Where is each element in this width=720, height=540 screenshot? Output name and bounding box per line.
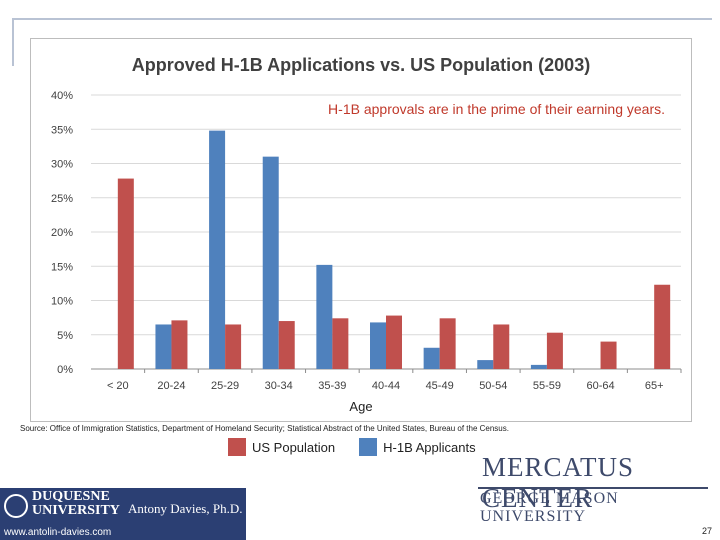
y-tick-label: 30%: [51, 159, 73, 171]
x-tick-label: 20-24: [157, 380, 185, 392]
bar-us-population: [654, 284, 671, 369]
legend-label-us-population: US Population: [252, 439, 336, 455]
legend-label-h1b-applicants: H-1B Applicants: [383, 439, 476, 455]
x-tick-label: 25-29: [211, 380, 239, 392]
chart-legend: US Population H-1B Applicants: [228, 438, 500, 456]
x-axis-label: Age: [349, 399, 373, 414]
gmu-logo: GEORGE MASON UNIVERSITY: [480, 490, 619, 525]
x-tick-label: 55-59: [533, 380, 561, 392]
x-tick-label: 30-34: [265, 380, 293, 392]
decorative-rule-top: [12, 18, 712, 20]
x-tick-label: 35-39: [318, 380, 346, 392]
bar-us-population: [600, 341, 617, 369]
author-name: Antony Davies, Ph.D.: [128, 501, 243, 516]
legend-swatch-us-population: [228, 438, 246, 456]
y-tick-label: 0%: [57, 364, 73, 376]
footer-bar: [0, 488, 246, 540]
mercatus-divider: [478, 487, 708, 489]
bar-h1b-applicants: [423, 347, 440, 369]
x-tick-label: < 20: [107, 380, 129, 392]
bar-h1b-applicants: [477, 360, 494, 369]
legend-swatch-h1b-applicants: [359, 438, 378, 456]
bar-us-population: [171, 320, 188, 369]
bar-h1b-applicants: [316, 264, 333, 369]
bar-us-population: [439, 318, 456, 369]
author-url: www.antolin-davies.com: [4, 527, 112, 538]
bar-us-population: [386, 315, 402, 369]
bar-us-population: [546, 332, 563, 369]
x-tick-label: 50-54: [479, 380, 507, 392]
x-tick-label: 40-44: [372, 380, 400, 392]
y-tick-label: 5%: [57, 330, 73, 342]
chart-title: Approved H-1B Applications vs. US Popula…: [131, 55, 591, 75]
x-tick-label: 60-64: [586, 380, 614, 392]
bar-h1b-applicants: [155, 324, 172, 369]
legend-item-us-population: US Population: [228, 438, 335, 456]
legend-item-h1b-applicants: H-1B Applicants: [359, 438, 476, 456]
y-tick-label: 35%: [51, 124, 73, 136]
page-number: 27: [701, 526, 712, 536]
y-tick-label: 40%: [51, 90, 73, 102]
bar-h1b-applicants: [262, 156, 279, 369]
source-note: Source: Office of Immigration Statistics…: [20, 424, 509, 433]
bar-us-population: [493, 324, 510, 369]
bar-h1b-applicants: [530, 364, 547, 369]
chart-annotation: H-1B approvals are in the prime of their…: [328, 101, 665, 117]
decorative-rule-left: [12, 18, 14, 66]
x-tick-label: 45-49: [426, 380, 454, 392]
chart-frame: 0% 5% 10% 15% 20% 25% 30% 35% 40% < 20 20-24 25-29 3…: [30, 38, 692, 422]
bar-h1b-applicants: [370, 322, 386, 369]
y-tick-label: 10%: [51, 296, 73, 308]
y-tick-label: 20%: [51, 227, 73, 239]
chart-plot: 0% 5% 10% 15% 20% 25% 30% 35% 40% < 20 20-24 25-29 3…: [51, 90, 682, 392]
x-tick-label: 65+: [645, 380, 664, 392]
bar-us-population: [332, 318, 349, 369]
bar-us-population: [278, 321, 295, 369]
y-tick-label: 25%: [51, 193, 73, 205]
duquesne-seal-icon: [4, 494, 28, 518]
duquesne-logo: DUQUESNE UNIVERSITY: [32, 489, 120, 518]
bar-us-population: [117, 178, 134, 369]
bar-us-population: [225, 324, 242, 369]
y-tick-label: 15%: [51, 261, 73, 273]
bar-h1b-applicants: [209, 130, 226, 369]
